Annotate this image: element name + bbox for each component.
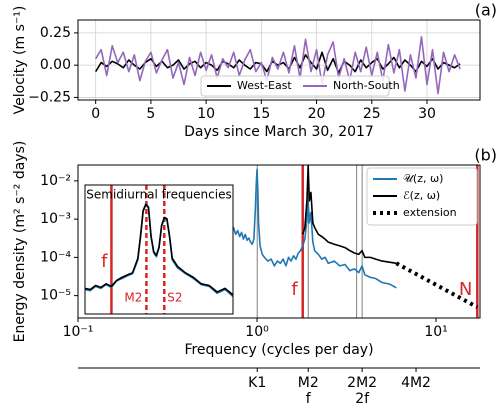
legend-box <box>366 167 478 226</box>
reference-label: N <box>459 279 472 300</box>
tidal-label: 2M2 <box>347 375 377 391</box>
series-line <box>94 35 461 95</box>
x-tick-label: 10¹ <box>424 324 447 340</box>
x-tick-label: 10⁰ <box>245 324 269 340</box>
x-tick-label: 15 <box>252 106 270 122</box>
reference-label: f <box>101 251 108 272</box>
legend-label: ℰ(z, ω) <box>403 189 440 202</box>
legend-label: North-South <box>333 79 400 92</box>
y-tick-label: 0.00 <box>40 57 71 73</box>
legend: 𝒰(z, ω) ℰ(z, ω) extension <box>366 167 478 226</box>
legend-label: 𝒰(z, ω) <box>403 172 443 185</box>
y-tick-label: 10⁻⁵ <box>40 288 71 304</box>
reference-label: S2 <box>167 291 182 305</box>
x-tick-label: 0 <box>91 106 100 122</box>
legend-label: extension <box>403 206 457 219</box>
inset-line <box>85 203 233 296</box>
y-tick-label: 0.25 <box>40 25 71 41</box>
plot-frame <box>77 164 481 319</box>
tidal-sublabel: 2f <box>355 391 370 407</box>
series-line <box>301 165 397 265</box>
x-tick-label: 5 <box>146 106 155 122</box>
tidal-label: K1 <box>248 375 266 391</box>
x-tick-label: 10⁻¹ <box>63 324 94 340</box>
x-tick-label: 10 <box>197 106 215 122</box>
series-line <box>395 261 479 309</box>
panel-title: (b) <box>474 146 497 165</box>
x-tick-label: 20 <box>308 106 326 122</box>
y-axis-label: Velocity (m s⁻¹) <box>12 6 28 115</box>
x-tick-label: 25 <box>363 106 381 122</box>
plot-frame <box>77 19 481 101</box>
legend-label: West-East <box>237 79 292 92</box>
x-tick-label: 30 <box>418 106 436 122</box>
series-line <box>94 51 461 74</box>
y-axis-label: Energy density (m² s⁻² days) <box>12 141 28 343</box>
y-tick-label: 10⁻³ <box>40 211 71 227</box>
tidal-sublabel: f <box>306 391 312 407</box>
y-tick-label: 10⁻² <box>40 173 71 189</box>
legend: West-East North-South <box>200 75 400 97</box>
legend-box <box>200 75 390 97</box>
tidal-label: M2 <box>298 375 319 391</box>
panel-title: (a) <box>475 1 497 20</box>
inset-frame <box>84 184 234 315</box>
reference-label: M2 <box>124 291 142 305</box>
y-tick-label: 10⁻⁴ <box>40 249 71 265</box>
tidal-label: 4M2 <box>401 375 431 391</box>
x-axis-label: Frequency (cycles per day) <box>184 342 373 358</box>
inset-title: Semidiurnal frequencies <box>86 188 231 202</box>
reference-label: f <box>291 279 298 300</box>
y-tick-label: −0.25 <box>28 89 71 105</box>
x-axis-label: Days since March 30, 2017 <box>184 124 374 140</box>
series-line <box>228 168 397 289</box>
